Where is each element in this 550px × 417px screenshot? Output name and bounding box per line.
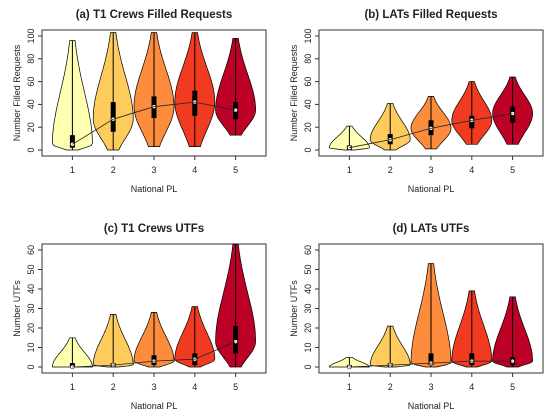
y-tick-label: 0 — [26, 147, 36, 152]
x-tick-label: 2 — [111, 165, 116, 175]
y-tick-label: 20 — [26, 122, 36, 132]
x-tick-label: 4 — [469, 382, 474, 392]
y-axis-label: Number UTFs — [12, 280, 22, 337]
x-tick-label: 5 — [510, 165, 515, 175]
x-tick-label: 4 — [192, 382, 197, 392]
x-axis-label: National PL — [408, 184, 455, 194]
y-tick-label: 10 — [26, 342, 36, 352]
x-tick-label: 2 — [388, 382, 393, 392]
y-tick-label: 40 — [26, 284, 36, 294]
x-tick-label: 2 — [388, 165, 393, 175]
y-tick-label: 30 — [26, 303, 36, 313]
y-tick-label: 60 — [303, 77, 313, 87]
y-tick-label: 100 — [303, 28, 313, 43]
y-tick-label: 0 — [303, 147, 313, 152]
y-tick-label: 100 — [26, 28, 36, 43]
x-tick-label: 1 — [347, 382, 352, 392]
panel-title: (c) T1 Crews UTFs — [104, 223, 204, 235]
y-tick-label: 40 — [303, 99, 313, 109]
x-axis-label: National PL — [408, 401, 455, 411]
panel-1: (a) T1 Crews Filled Requests 0 20 40 60 80 100… — [12, 9, 267, 194]
x-tick-label: 3 — [428, 382, 433, 392]
y-axis-label: Number Filled Requests — [12, 44, 22, 141]
y-tick-label: 60 — [303, 245, 313, 255]
y-tick-label: 80 — [303, 54, 313, 64]
median-trend-line — [72, 341, 236, 368]
x-tick-label: 2 — [111, 382, 116, 392]
iqr-box — [110, 102, 116, 132]
median-trend-line — [72, 101, 236, 145]
x-tick-label: 5 — [233, 165, 238, 175]
y-tick-label: 40 — [303, 284, 313, 294]
x-tick-label: 4 — [192, 165, 197, 175]
y-tick-label: 20 — [303, 323, 313, 333]
x-tick-label: 1 — [347, 165, 352, 175]
y-tick-label: 80 — [26, 54, 36, 64]
median-trend-line — [349, 360, 513, 368]
y-tick-label: 30 — [303, 303, 313, 313]
y-tick-label: 50 — [26, 264, 36, 274]
y-tick-label: 20 — [26, 323, 36, 333]
y-tick-label: 60 — [26, 77, 36, 87]
y-tick-label: 60 — [26, 245, 36, 255]
panel-title: (d) LATs UTFs — [393, 223, 470, 235]
y-tick-label: 40 — [26, 99, 36, 109]
x-tick-label: 5 — [510, 382, 515, 392]
y-tick-label: 50 — [303, 264, 313, 274]
y-tick-label: 0 — [303, 364, 313, 369]
median-point — [347, 145, 352, 150]
y-tick-label: 0 — [26, 364, 36, 369]
x-axis-label: National PL — [131, 401, 178, 411]
x-tick-label: 4 — [469, 165, 474, 175]
x-tick-label: 1 — [70, 382, 75, 392]
median-trend-line — [349, 113, 513, 149]
iqr-box — [428, 353, 434, 366]
panel-4: (d) LATs UTFs 0 10 20 30 40 50 60 Number UTFs Nat… — [289, 223, 544, 411]
iqr-box — [69, 135, 75, 148]
x-axis-label: National PL — [131, 184, 178, 194]
x-tick-label: 3 — [151, 382, 156, 392]
x-tick-label: 5 — [233, 382, 238, 392]
panel-title: (b) LATs Filled Requests — [364, 9, 497, 21]
y-tick-label: 20 — [303, 122, 313, 132]
panel-3: (c) T1 Crews UTFs 0 10 20 30 40 50 60 Number UTF… — [12, 223, 267, 411]
y-axis-label: Number Filled Requests — [289, 44, 299, 141]
x-tick-label: 3 — [151, 165, 156, 175]
y-tick-label: 10 — [303, 342, 313, 352]
panel-title: (a) T1 Crews Filled Requests — [76, 9, 233, 21]
y-axis-label: Number UTFs — [289, 280, 299, 337]
panel-2: (b) LATs Filled Requests 0 20 40 60 80 100 Numb… — [289, 9, 544, 194]
x-tick-label: 1 — [70, 165, 75, 175]
x-tick-label: 3 — [428, 165, 433, 175]
